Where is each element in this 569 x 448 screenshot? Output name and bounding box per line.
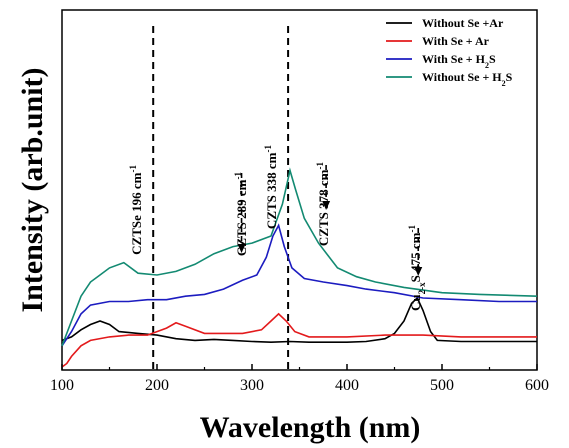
x-tick-label: 500: [430, 377, 454, 394]
ticks-group: 100 200 300 400 500 600: [50, 364, 549, 394]
x-tick-label: 400: [335, 377, 359, 394]
x-tick-label: 200: [145, 377, 169, 394]
series-line-4: [61, 167, 538, 347]
legend-label-2: With Se + Ar: [422, 34, 490, 48]
reference-lines: [152, 26, 290, 370]
x-tick-label: 300: [240, 377, 264, 394]
x-tick-label: 100: [50, 377, 74, 394]
legend-label-4: Without Se + H2S: [422, 70, 513, 88]
annotation-label-2: CZTS 378 cm-1: [315, 162, 331, 247]
y-axis-title: Intensity (arb.unit): [16, 67, 49, 312]
series-line-1: [61, 296, 537, 344]
legend: Without Se +Ar With Se + Ar With Se + H2SW…: [386, 16, 513, 88]
series-line-2: [61, 312, 537, 368]
series-group: [61, 167, 538, 368]
annotation-arrow-head-1: [237, 244, 246, 253]
reference-label-2: CZTS 338 cm-1: [263, 145, 279, 230]
legend-label-1: Without Se +Ar: [422, 16, 504, 30]
annotation-label-3: Cu2-xS 475 cm-1: [407, 225, 427, 311]
annotation-arrow-head-3: [414, 267, 423, 276]
reference-label-1: CZTSe 196 cm-1: [128, 165, 144, 255]
annotations: CZTSe 196 cm-1 CZTS 338 cm-1 CZTS 289 cm-1…: [128, 145, 427, 311]
series-line-3: [61, 223, 537, 347]
annotation-label-1: CZTS 289 cm-1: [233, 172, 249, 257]
legend-label-3: With Se + H2S: [422, 52, 496, 70]
x-axis-title: Wavelength (nm): [200, 411, 421, 444]
annotation-arrow-head-2: [322, 201, 331, 210]
x-tick-label: 600: [525, 377, 549, 394]
